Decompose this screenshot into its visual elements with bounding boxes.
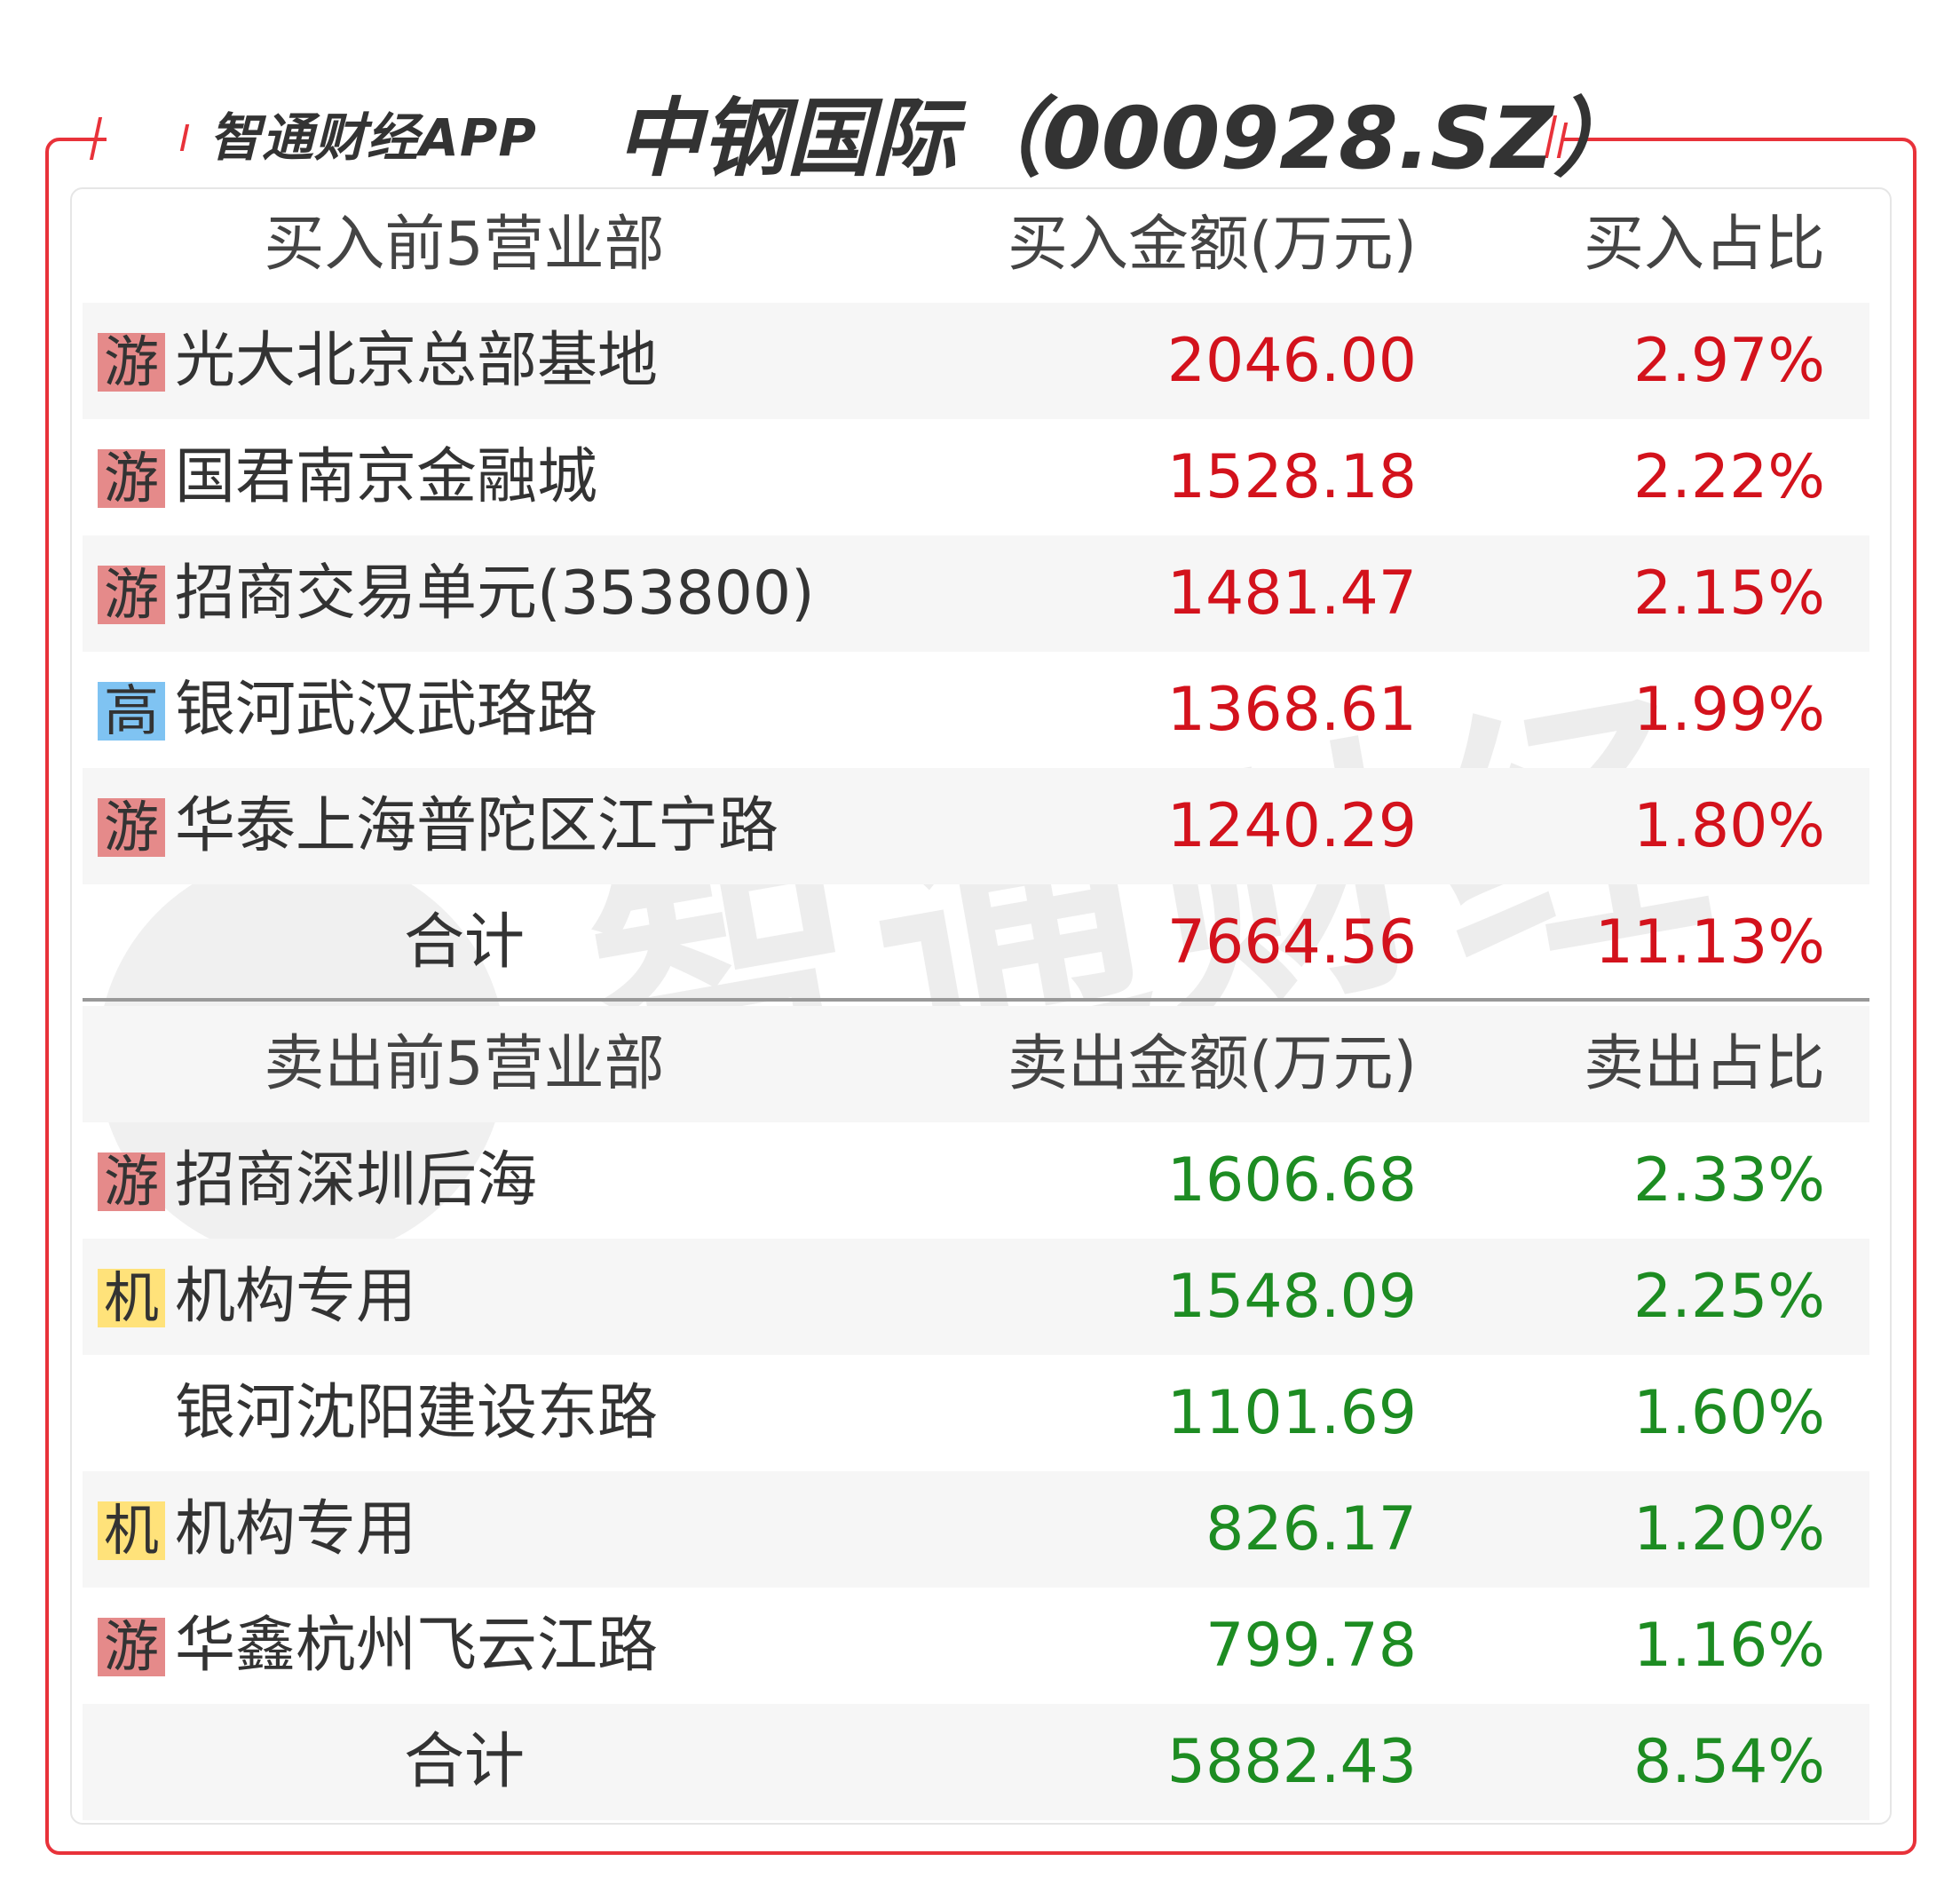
broker-name: 银河沈阳建设东路 xyxy=(175,1378,659,1448)
ratio-value: 2.97% xyxy=(1632,326,1825,396)
badge-you: 游 xyxy=(98,333,165,392)
amount-value: 2046.00 xyxy=(1166,326,1417,396)
amount-value: 1548.09 xyxy=(1166,1262,1417,1332)
table-row: 游华泰上海普陀区江宁路 1240.29 1.80% xyxy=(83,768,1869,884)
buy-total-row: 合计 7664.56 11.13% xyxy=(83,884,1869,1001)
badge-ji: 机 xyxy=(98,1269,165,1327)
amount-value: 1368.61 xyxy=(1166,675,1417,745)
column-header-amount: 买入金额(万元) xyxy=(1007,210,1417,280)
table-row: 游国君南京金融城 1528.18 2.22% xyxy=(83,419,1869,535)
broker-name: 华鑫杭州飞云江路 xyxy=(175,1611,659,1681)
broker-name: 银河武汉武珞路 xyxy=(175,675,598,745)
table-card xyxy=(70,187,1892,1825)
amount-value: 799.78 xyxy=(1205,1611,1417,1681)
table-row: 游招商深圳后海 1606.68 2.33% xyxy=(83,1122,1869,1239)
column-header-ratio: 卖出占比 xyxy=(1583,1029,1825,1099)
badge-you: 游 xyxy=(98,1618,165,1676)
table-row: 银河沈阳建设东路 1101.69 1.60% xyxy=(83,1355,1869,1471)
table-row: 游光大北京总部基地 2046.00 2.97% xyxy=(83,303,1869,419)
table-row: 游招商交易单元(353800) 1481.47 2.15% xyxy=(83,535,1869,652)
table-row: 游华鑫杭州飞云江路 799.78 1.16% xyxy=(83,1588,1869,1704)
ratio-value: 1.20% xyxy=(1632,1494,1825,1564)
badge-you: 游 xyxy=(98,566,165,624)
ratio-value: 1.16% xyxy=(1632,1611,1825,1681)
badge-you: 游 xyxy=(98,449,165,508)
broker-name: 光大北京总部基地 xyxy=(175,326,659,396)
ratio-value: 2.22% xyxy=(1632,442,1825,512)
total-amount: 7664.56 xyxy=(1166,907,1417,978)
badge-ji: 机 xyxy=(98,1501,165,1560)
table-row: 机机构专用 826.17 1.20% xyxy=(83,1471,1869,1588)
column-header-broker: 卖出前5营业部 xyxy=(264,1029,665,1099)
amount-value: 1528.18 xyxy=(1166,442,1417,512)
broker-name: 国君南京金融城 xyxy=(175,442,598,512)
column-header-ratio: 买入占比 xyxy=(1583,210,1825,280)
broker-name: 招商交易单元(353800) xyxy=(175,558,815,629)
ratio-value: 1.80% xyxy=(1632,791,1825,861)
ratio-value: 2.25% xyxy=(1632,1262,1825,1332)
column-header-broker: 买入前5营业部 xyxy=(264,210,665,280)
amount-value: 1101.69 xyxy=(1166,1378,1417,1448)
badge-you: 游 xyxy=(98,798,165,857)
column-header-amount: 卖出金额(万元) xyxy=(1007,1029,1417,1099)
amount-value: 826.17 xyxy=(1205,1494,1417,1564)
total-ratio: 8.54% xyxy=(1632,1727,1825,1797)
amount-value: 1606.68 xyxy=(1166,1145,1417,1216)
broker-name: 机构专用 xyxy=(175,1494,417,1564)
ratio-value: 1.99% xyxy=(1632,675,1825,745)
sell-header-row: 卖出前5营业部 卖出金额(万元) 卖出占比 xyxy=(83,1006,1869,1122)
broker-name: 招商深圳后海 xyxy=(175,1145,538,1216)
section-divider xyxy=(83,998,1869,1002)
amount-value: 1481.47 xyxy=(1166,558,1417,629)
brand-label: 智通财经APP xyxy=(209,107,537,168)
page-title: 中钢国际（000928.SZ） xyxy=(616,89,1639,188)
table-row: 高银河武汉武珞路 1368.61 1.99% xyxy=(83,652,1869,768)
total-ratio: 11.13% xyxy=(1594,907,1825,978)
amount-value: 1240.29 xyxy=(1166,791,1417,861)
total-label: 合计 xyxy=(403,1727,525,1797)
total-amount: 5882.43 xyxy=(1166,1727,1417,1797)
badge-you: 游 xyxy=(98,1152,165,1211)
broker-name: 华泰上海普陀区江宁路 xyxy=(175,791,779,861)
ratio-value: 2.33% xyxy=(1632,1145,1825,1216)
broker-name: 机构专用 xyxy=(175,1262,417,1332)
ratio-value: 1.60% xyxy=(1632,1378,1825,1448)
badge-gao: 高 xyxy=(98,682,165,741)
title-area xyxy=(107,89,1562,186)
table-row: 机机构专用 1548.09 2.25% xyxy=(83,1239,1869,1355)
total-label: 合计 xyxy=(403,907,525,978)
sell-total-row: 合计 5882.43 8.54% xyxy=(83,1704,1869,1820)
buy-header-row: 买入前5营业部 买入金额(万元) 买入占比 xyxy=(83,186,1869,303)
ratio-value: 2.15% xyxy=(1632,558,1825,629)
